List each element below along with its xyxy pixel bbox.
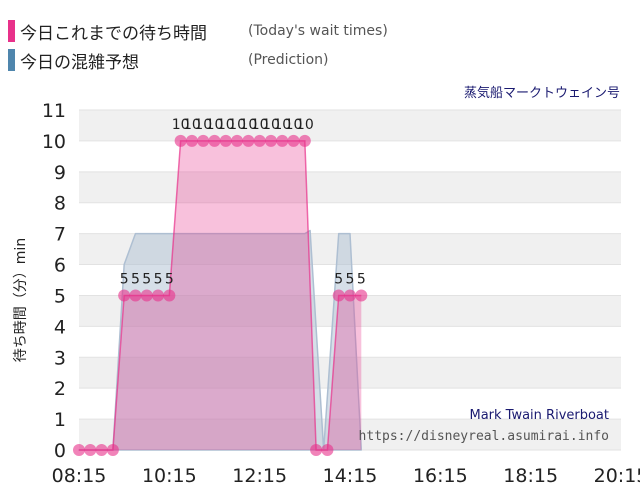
actual-point: [197, 134, 210, 147]
legend-today: 今日これまでの待ち時間 (Today's wait times): [8, 20, 388, 44]
watermark-title: Mark Twain Riverboat: [469, 408, 609, 423]
actual-point: [152, 289, 165, 302]
actual-point: [95, 444, 108, 456]
data-label: 10: [262, 117, 280, 133]
actual-point: [129, 289, 142, 302]
data-label: 10: [251, 117, 269, 133]
legend-today-sub: (Today's wait times): [248, 23, 388, 39]
grid-band: [79, 202, 621, 234]
legend-today-label: 今日これまでの待ち時間: [20, 23, 207, 44]
actual-point: [332, 289, 345, 302]
x-tick-label: 12:15: [232, 465, 287, 487]
y-tick-label: 9: [54, 162, 66, 184]
data-label: 5: [154, 271, 163, 287]
x-tick-label: 18:15: [503, 465, 558, 487]
legend-prediction-label: 今日の混雑予想: [20, 52, 139, 73]
y-tick-label: 6: [54, 255, 66, 277]
actual-point: [242, 134, 255, 147]
y-tick-label: 10: [42, 131, 66, 153]
grid-band: [79, 140, 621, 172]
data-label: 10: [273, 117, 291, 133]
y-axis-label: 待ち時間（分）min: [13, 238, 29, 362]
data-label: 10: [285, 117, 303, 133]
data-label: 10: [194, 117, 212, 133]
data-label: 10: [172, 117, 190, 133]
x-tick-label: 08:15: [52, 465, 107, 487]
attraction-name: 蒸気船マークトウェイン号: [463, 86, 620, 101]
actual-point: [140, 289, 153, 302]
data-label: 10: [228, 117, 246, 133]
actual-area: [79, 140, 362, 450]
watermark-url: https://disneyreal.asumirai.info: [359, 429, 609, 444]
actual-point: [264, 134, 277, 147]
x-tick-label: 14:15: [323, 465, 378, 487]
data-label: 5: [334, 271, 343, 287]
data-label: 5: [165, 271, 174, 287]
actual-point: [73, 444, 85, 456]
y-tick-label: 11: [42, 100, 66, 122]
actual-point: [185, 134, 198, 147]
y-tick-label: 8: [54, 193, 66, 215]
actual-point: [118, 289, 131, 302]
legend-prediction: 今日の混雑予想 (Prediction): [8, 49, 329, 73]
data-label: 5: [346, 271, 355, 287]
legend-prediction-swatch: [8, 49, 15, 71]
data-label: 10: [206, 117, 224, 133]
data-label: 10: [217, 117, 235, 133]
actual-point: [287, 134, 300, 147]
actual-point: [219, 134, 232, 147]
legend-today-swatch: [8, 20, 15, 42]
actual-point: [84, 444, 97, 456]
grid-band: [79, 171, 621, 203]
actual-point: [344, 289, 356, 302]
actual-point: [208, 134, 221, 147]
actual-point: [174, 134, 187, 147]
data-label: 10: [239, 117, 257, 133]
actual-point: [231, 134, 244, 147]
x-tick-label: 16:15: [413, 465, 468, 487]
y-tick-label: 7: [54, 224, 66, 246]
data-label: 5: [131, 271, 140, 287]
actual-point: [321, 444, 334, 456]
y-tick-label: 0: [54, 440, 66, 462]
actual-point: [163, 289, 176, 302]
y-tick-label: 1: [54, 409, 66, 431]
legend-prediction-sub: (Prediction): [248, 52, 329, 68]
actual-point: [310, 444, 323, 456]
actual-point: [355, 289, 368, 302]
data-label: 5: [357, 271, 366, 287]
actual-point: [106, 444, 119, 456]
grid-band: [79, 110, 621, 141]
data-label: 5: [142, 271, 151, 287]
actual-point: [298, 134, 311, 147]
data-label: 5: [120, 271, 129, 287]
data-label: 10: [296, 117, 314, 133]
actual-point: [253, 134, 266, 147]
y-tick-label: 2: [54, 378, 66, 400]
x-tick-label: 20:15: [594, 465, 640, 487]
prediction-area: [78, 229, 363, 451]
y-tick-label: 5: [54, 285, 66, 307]
actual-point: [276, 134, 289, 147]
x-tick-label: 10:15: [142, 465, 197, 487]
y-tick-label: 3: [54, 347, 66, 369]
data-label: 10: [183, 117, 201, 133]
y-tick-label: 4: [54, 316, 66, 338]
